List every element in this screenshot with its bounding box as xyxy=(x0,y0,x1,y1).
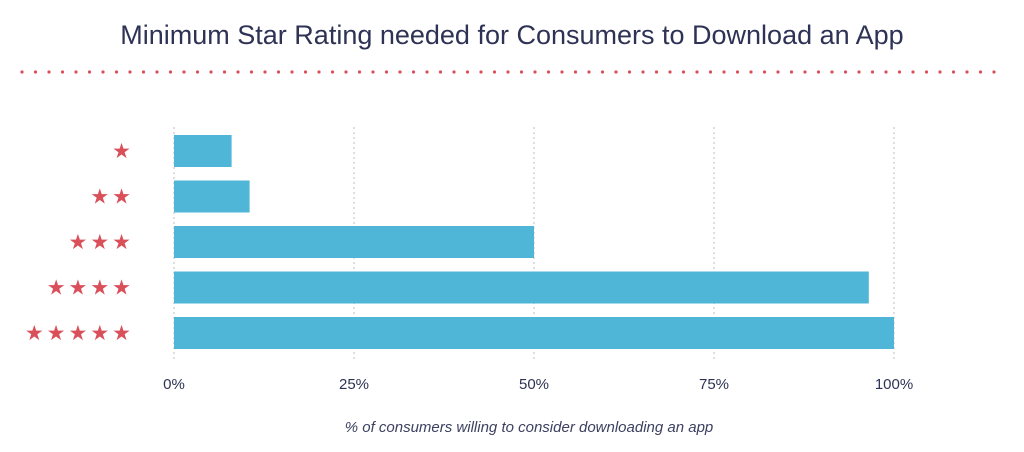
divider-dot xyxy=(722,70,726,74)
divider-dot xyxy=(425,70,429,74)
divider-dot xyxy=(749,70,753,74)
divider-dot xyxy=(654,70,659,74)
divider-dot xyxy=(114,70,119,74)
divider-dot xyxy=(20,70,24,74)
divider-dot xyxy=(911,70,915,74)
divider-dot xyxy=(641,70,645,74)
divider-dot xyxy=(290,70,294,74)
divider-dot xyxy=(884,70,888,74)
divider-dot xyxy=(627,70,632,74)
divider-dot xyxy=(479,70,483,74)
divider-dot xyxy=(398,70,402,74)
divider-dot xyxy=(951,70,956,74)
divider-dot xyxy=(519,70,524,74)
category-labels: ★★★★★★★★★★★★★★★ xyxy=(25,139,134,345)
divider-dot xyxy=(897,70,902,74)
dotted-divider xyxy=(20,70,996,74)
divider-dot xyxy=(803,70,807,74)
divider-dot xyxy=(857,70,861,74)
bar xyxy=(174,226,534,258)
divider-dot xyxy=(465,70,470,74)
divider-dot xyxy=(155,70,159,74)
divider-dot xyxy=(236,70,240,74)
divider-dot xyxy=(101,70,105,74)
divider-dot xyxy=(249,70,254,74)
bars xyxy=(174,135,894,349)
bar xyxy=(174,317,894,349)
divider-dot xyxy=(776,70,780,74)
divider-dot xyxy=(695,70,699,74)
x-tick-label: 75% xyxy=(699,376,729,393)
bar xyxy=(174,180,250,213)
x-tick-label: 25% xyxy=(339,376,369,393)
divider-dot xyxy=(222,70,227,74)
x-axis-label: % of consumers willing to consider downl… xyxy=(345,419,714,436)
divider-dot xyxy=(195,70,200,74)
divider-dot xyxy=(344,70,348,74)
divider-dot xyxy=(411,70,416,74)
x-tick-labels: 0% 25% 50% 75% 100% xyxy=(163,376,913,393)
divider-dot xyxy=(47,70,51,74)
divider-dot xyxy=(587,70,591,74)
category-label: ★★★ xyxy=(69,230,134,254)
category-label: ★ xyxy=(112,139,134,163)
divider-dot xyxy=(938,70,942,74)
category-label: ★★ xyxy=(90,185,134,209)
divider-dot xyxy=(87,70,92,74)
divider-dot xyxy=(438,70,443,74)
divider-dot xyxy=(600,70,605,74)
divider-dot xyxy=(978,70,983,74)
divider-dot xyxy=(74,70,78,74)
x-tick-label: 100% xyxy=(875,376,913,393)
category-label: ★★★★★ xyxy=(25,321,134,345)
divider-dot xyxy=(60,70,65,74)
divider-dot xyxy=(668,70,672,74)
divider-dot xyxy=(533,70,537,74)
divider-dot xyxy=(573,70,578,74)
divider-dot xyxy=(128,70,132,74)
divider-dot xyxy=(168,70,173,74)
divider-dot xyxy=(317,70,321,74)
divider-dot xyxy=(965,70,969,74)
divider-dot xyxy=(371,70,375,74)
divider-dot xyxy=(141,70,146,74)
bar xyxy=(174,135,232,167)
divider-dot xyxy=(182,70,186,74)
divider-dot xyxy=(330,70,335,74)
divider-dot xyxy=(384,70,389,74)
divider-dot xyxy=(870,70,875,74)
divider-dot xyxy=(816,70,821,74)
divider-dot xyxy=(843,70,848,74)
divider-dot xyxy=(992,70,996,74)
divider-dot xyxy=(762,70,767,74)
divider-dot xyxy=(452,70,456,74)
bar xyxy=(174,271,869,304)
divider-dot xyxy=(681,70,686,74)
divider-dot xyxy=(492,70,497,74)
divider-dot xyxy=(33,70,38,74)
divider-dot xyxy=(830,70,834,74)
divider-dot xyxy=(357,70,362,74)
category-label: ★★★★ xyxy=(47,276,134,300)
chart-title: Minimum Star Rating needed for Consumers… xyxy=(120,20,903,50)
divider-dot xyxy=(789,70,794,74)
divider-dot xyxy=(546,70,551,74)
x-tick-label: 0% xyxy=(163,376,185,393)
divider-dot xyxy=(506,70,510,74)
divider-dot xyxy=(303,70,308,74)
divider-dot xyxy=(276,70,281,74)
divider-dot xyxy=(614,70,618,74)
x-tick-label: 50% xyxy=(519,376,549,393)
divider-dot xyxy=(263,70,267,74)
divider-dot xyxy=(924,70,929,74)
divider-dot xyxy=(560,70,564,74)
divider-dot xyxy=(209,70,213,74)
divider-dot xyxy=(735,70,740,74)
divider-dot xyxy=(708,70,713,74)
